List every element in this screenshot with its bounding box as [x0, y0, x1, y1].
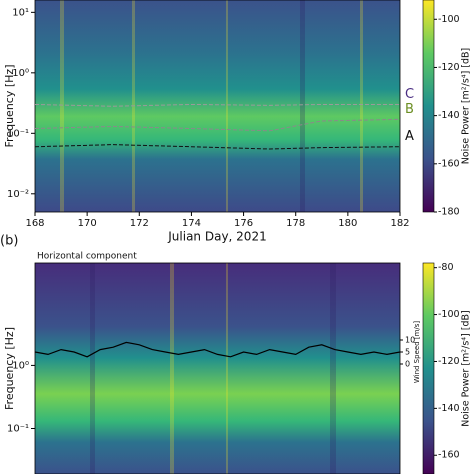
y-tick-label: 10⁻¹: [7, 128, 29, 139]
band-letter: B: [405, 102, 414, 117]
band-letter: C: [405, 87, 414, 102]
colorbar-tick-label: -100: [438, 14, 460, 25]
colorbar-tick-label: -100: [438, 309, 460, 320]
y2-tick-label: 5: [405, 348, 410, 357]
y2-axis-label: Wind Speed [m/s]: [413, 321, 421, 384]
colorbar: [422, 262, 435, 474]
y-tick-label: 10⁰: [12, 360, 29, 371]
y2-tick-label: 0: [405, 360, 410, 369]
x-tick-label: 180: [338, 218, 357, 229]
colorbar-tick-label: -120: [438, 356, 460, 367]
x-tick-label: 172: [130, 218, 149, 229]
spectrogram: [35, 263, 400, 474]
band-line: [34, 103, 400, 107]
y-axis-label: Frequency [Hz]: [3, 65, 16, 148]
x-tick-label: 168: [25, 218, 44, 229]
x-tick-label: 178: [286, 218, 305, 229]
x-axis-label: Julian Day, 2021: [167, 230, 266, 244]
x-tick-label: 176: [234, 218, 253, 229]
x-tick-label: 182: [390, 218, 409, 229]
colorbar-tick-label: -180: [438, 207, 460, 218]
colorbar: [422, 0, 435, 213]
x-tick-label: 170: [78, 218, 97, 229]
band-line: [34, 118, 401, 132]
colorbar-label: Noise Power [m²/s⁴] [dB]: [461, 310, 472, 427]
band-line: [34, 144, 401, 150]
plot-frame: [34, 262, 401, 474]
y-tick-label: 10⁰: [12, 68, 29, 79]
colorbar-tick-label: -160: [438, 450, 460, 461]
panel-label: (b): [0, 234, 18, 249]
colorbar-tick-label: -120: [438, 62, 460, 73]
colorbar-tick-label: -80: [438, 262, 454, 273]
y-axis-label: Frequency [Hz]: [3, 327, 16, 410]
y-tick-label: 10⁻²: [7, 189, 29, 200]
colorbar-tick-label: -140: [438, 403, 460, 414]
band-letter: A: [405, 129, 414, 144]
y2-tick-label: 10: [405, 336, 415, 345]
colorbar-tick-label: -160: [438, 158, 460, 169]
colorbar-label: Noise Power [m²/s⁴] [dB]: [461, 48, 472, 165]
y-tick-label: 10⁻¹: [7, 423, 29, 434]
wind-line: [34, 341, 401, 358]
x-tick-label: 174: [182, 218, 201, 229]
colorbar-tick-label: -140: [438, 110, 460, 121]
panel-title: Horizontal component: [37, 252, 137, 262]
plot-frame: [34, 0, 401, 213]
y-tick-label: 10¹: [12, 7, 29, 18]
